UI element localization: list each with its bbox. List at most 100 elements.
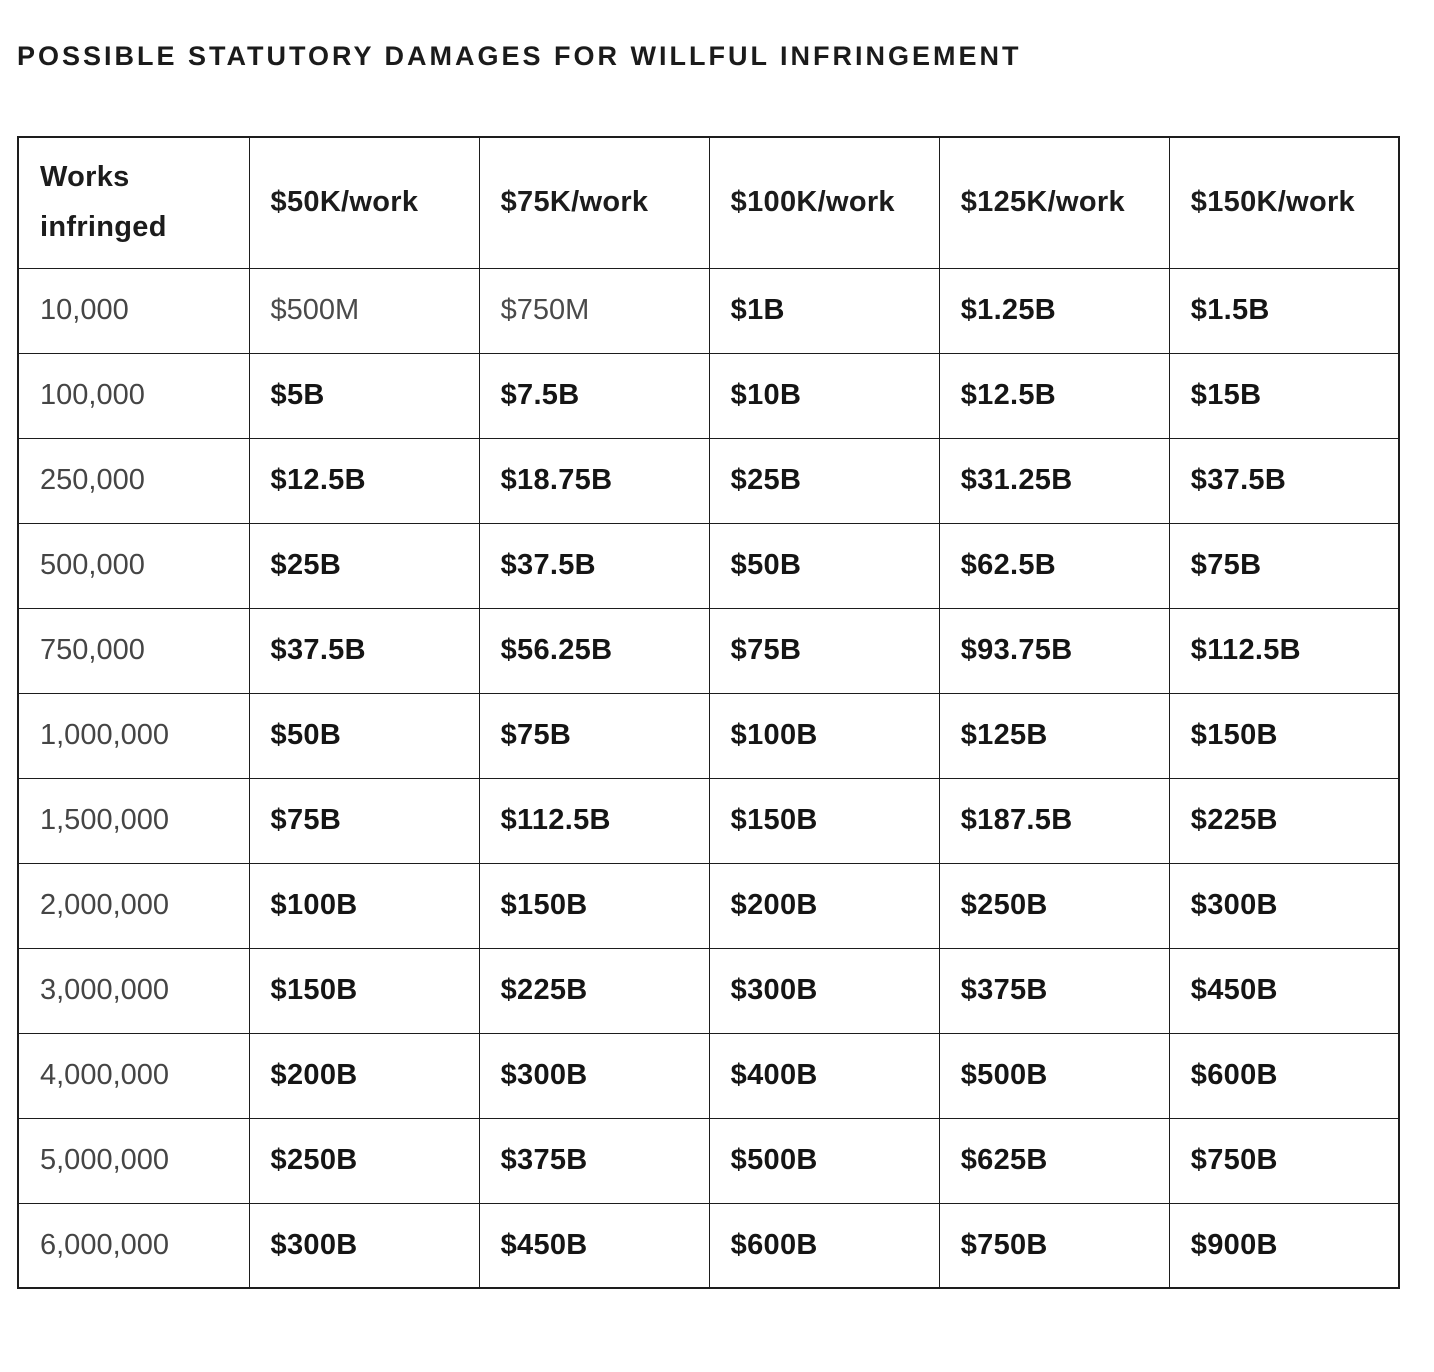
damages-value-cell: $500B [938,1032,1170,1119]
column-header-150k-per-work: $150K/work [1168,136,1400,269]
damages-value-cell: $750M [478,267,710,354]
damages-value-cell: $50B [248,692,480,779]
damages-value-cell: $400B [708,1032,940,1119]
table-row: 500,000 $25B $37.5B $50B $62.5B $75B [17,522,1400,609]
table-row: 1,000,000 $50B $75B $100B $125B $150B [17,692,1400,779]
works-infringed-cell: 500,000 [17,522,250,609]
damages-value-cell: $200B [708,862,940,949]
table-header: Works infringed $50K/work $75K/work $100… [17,136,1400,269]
table-body: 10,000 $500M $750M $1B $1.25B $1.5B 100,000 $5B… [17,267,1400,1289]
column-header-label: Works infringed [40,161,167,243]
damages-value-cell: $37.5B [1168,437,1400,524]
damages-value-cell: $1B [708,267,940,354]
table-row: 3,000,000 $150B $225B $300B $375B $450B [17,947,1400,1034]
damages-value-cell: $600B [1168,1032,1400,1119]
column-header-label: $150K/work [1190,186,1355,219]
damages-value-cell: $25B [708,437,940,524]
damages-value-cell: $75B [1168,522,1400,609]
damages-value-cell: $62.5B [938,522,1170,609]
damages-value-cell: $125B [938,692,1170,779]
damages-value-cell: $200B [248,1032,480,1119]
damages-value-cell: $500M [248,267,480,354]
damages-value-cell: $375B [938,947,1170,1034]
damages-value-cell: $75B [478,692,710,779]
works-infringed-cell: 4,000,000 [17,1032,250,1119]
damages-value-cell: $7.5B [478,352,710,439]
damages-value-cell: $5B [248,352,480,439]
damages-value-cell: $56.25B [478,607,710,694]
damages-value-cell: $100B [248,862,480,949]
damages-value-cell: $150B [248,947,480,1034]
column-header-label: $50K/work [270,186,419,219]
damages-value-cell: $50B [708,522,940,609]
damages-value-cell: $150B [478,862,710,949]
table-row: 1,500,000 $75B $112.5B $150B $187.5B $225B [17,777,1400,864]
damages-value-cell: $100B [708,692,940,779]
table-row: 5,000,000 $250B $375B $500B $625B $750B [17,1117,1400,1204]
page-title: POSSIBLE STATUTORY DAMAGES FOR WILLFUL I… [17,41,1022,71]
damages-value-cell: $500B [708,1117,940,1204]
damages-value-cell: $31.25B [938,437,1170,524]
column-header-125k-per-work: $125K/work [938,136,1170,269]
damages-value-cell: $450B [1168,947,1400,1034]
damages-value-cell: $12.5B [248,437,480,524]
damages-value-cell: $225B [1168,777,1400,864]
damages-value-cell: $600B [708,1202,940,1289]
works-infringed-cell: 2,000,000 [17,862,250,949]
damages-value-cell: $300B [478,1032,710,1119]
column-header-label: $100K/work [730,186,895,219]
table-row: 6,000,000 $300B $450B $600B $750B $900B [17,1202,1400,1289]
works-infringed-cell: 1,000,000 [17,692,250,779]
damages-value-cell: $150B [708,777,940,864]
damages-value-cell: $300B [708,947,940,1034]
damages-value-cell: $112.5B [1168,607,1400,694]
column-header-label: $125K/work [960,186,1125,219]
damages-value-cell: $250B [938,862,1170,949]
works-infringed-cell: 750,000 [17,607,250,694]
column-header-50k-per-work: $50K/work [248,136,480,269]
column-header-works-infringed: Works infringed [17,136,250,269]
damages-value-cell: $93.75B [938,607,1170,694]
damages-value-cell: $112.5B [478,777,710,864]
damages-value-cell: $75B [708,607,940,694]
table-row: 750,000 $37.5B $56.25B $75B $93.75B $112.5B [17,607,1400,694]
damages-value-cell: $250B [248,1117,480,1204]
works-infringed-cell: 250,000 [17,437,250,524]
damages-value-cell: $750B [938,1202,1170,1289]
damages-value-cell: $625B [938,1117,1170,1204]
table-row: 250,000 $12.5B $18.75B $25B $31.25B $37.5B [17,437,1400,524]
damages-value-cell: $300B [248,1202,480,1289]
column-header-100k-per-work: $100K/work [708,136,940,269]
damages-value-cell: $750B [1168,1117,1400,1204]
damages-value-cell: $37.5B [478,522,710,609]
damages-value-cell: $15B [1168,352,1400,439]
works-infringed-cell: 100,000 [17,352,250,439]
works-infringed-cell: 5,000,000 [17,1117,250,1204]
works-infringed-cell: 3,000,000 [17,947,250,1034]
table-row: 4,000,000 $200B $300B $400B $500B $600B [17,1032,1400,1119]
damages-value-cell: $75B [248,777,480,864]
damages-value-cell: $900B [1168,1202,1400,1289]
column-header-label: $75K/work [500,186,649,219]
table-row: 2,000,000 $100B $150B $200B $250B $300B [17,862,1400,949]
damages-value-cell: $300B [1168,862,1400,949]
damages-value-cell: $375B [478,1117,710,1204]
table-row: 100,000 $5B $7.5B $10B $12.5B $15B [17,352,1400,439]
damages-value-cell: $25B [248,522,480,609]
damages-value-cell: $187.5B [938,777,1170,864]
damages-value-cell: $1.25B [938,267,1170,354]
statutory-damages-table: Works infringed $50K/work $75K/work $100… [17,136,1400,1289]
works-infringed-cell: 10,000 [17,267,250,354]
table-row: 10,000 $500M $750M $1B $1.25B $1.5B [17,267,1400,354]
damages-value-cell: $12.5B [938,352,1170,439]
damages-value-cell: $37.5B [248,607,480,694]
works-infringed-cell: 1,500,000 [17,777,250,864]
damages-value-cell: $225B [478,947,710,1034]
header-row: Works infringed $50K/work $75K/work $100… [17,136,1400,269]
damages-value-cell: $18.75B [478,437,710,524]
damages-value-cell: $150B [1168,692,1400,779]
damages-value-cell: $450B [478,1202,710,1289]
damages-value-cell: $1.5B [1168,267,1400,354]
column-header-75k-per-work: $75K/work [478,136,710,269]
works-infringed-cell: 6,000,000 [17,1202,250,1289]
